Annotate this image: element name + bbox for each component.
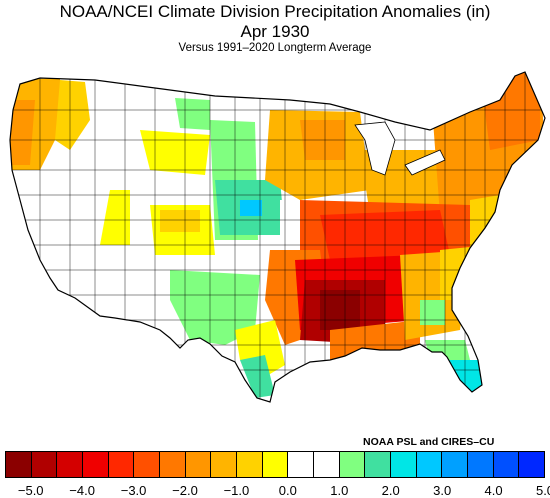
- montana-green-region: [175, 98, 210, 130]
- lake-erie-water: [404, 149, 446, 176]
- division-boundaries: [10, 72, 545, 402]
- legend-tick-label: −1.0: [223, 483, 250, 498]
- legend-swatch: [237, 452, 263, 477]
- legend-tick-label: 1.0: [330, 483, 349, 498]
- west-texas-green-region: [170, 270, 260, 345]
- legend-tick-label: −5.0: [17, 483, 44, 498]
- legend-swatch: [314, 452, 340, 477]
- us-climate-division-map: [9, 71, 546, 403]
- colorado-orange-region: [160, 210, 200, 232]
- great-lakes-water: [354, 121, 396, 176]
- northern-rockies-region: [55, 80, 90, 150]
- nebraska-cyan-cell: [240, 200, 262, 216]
- legend-swatch: [288, 452, 315, 477]
- iowa-white-region: [280, 200, 300, 235]
- credit-label: NOAA PSL and CIRES–CU: [363, 436, 495, 448]
- legend-tick-label: 3.0: [433, 483, 452, 498]
- legend-swatch: [83, 452, 109, 477]
- anomaly-fill-layer: [10, 72, 545, 402]
- legend-tick-label: −2.0: [172, 483, 198, 498]
- legend-swatch: [6, 452, 32, 477]
- legend-swatch: [416, 452, 443, 477]
- legend-tick-label: −3.0: [120, 483, 147, 498]
- legend-swatch: [211, 452, 238, 477]
- legend-swatch: [339, 452, 366, 477]
- legend-swatch: [185, 452, 212, 477]
- legend-swatch: [468, 452, 494, 477]
- legend-swatch: [365, 452, 392, 477]
- legend-swatch: [134, 452, 161, 477]
- map-reference-period: Versus 1991–2020 Longterm Average: [178, 42, 372, 54]
- wyoming-yellow-region: [140, 130, 210, 175]
- legend-tick-label: 5.0: [535, 483, 550, 498]
- legend-tick-label: 4.0: [484, 483, 503, 498]
- legend-tick-label: 2.0: [381, 483, 400, 498]
- map-title: NOAA/NCEI Climate Division Precipitation…: [59, 2, 491, 21]
- legend-tick-label: 0.0: [278, 483, 297, 498]
- legend-swatch: [391, 452, 417, 477]
- legend-swatch: [262, 452, 289, 477]
- georgia-green-cell: [420, 300, 445, 325]
- south-texas-teal: [240, 355, 275, 398]
- legend-swatch: [493, 452, 520, 477]
- legend-swatch: [519, 452, 545, 477]
- legend-swatch: [57, 452, 84, 477]
- color-legend: [5, 451, 545, 478]
- legend-tick-label: −4.0: [69, 483, 95, 498]
- map-subtitle-date: Apr 1930: [240, 22, 310, 41]
- legend-swatch: [160, 452, 186, 477]
- lower-mississippi-darkest-cell: [320, 290, 360, 330]
- legend-swatch: [442, 452, 469, 477]
- legend-swatch: [31, 452, 58, 477]
- pacific-northwest-coast-region: [10, 100, 35, 165]
- legend-swatch: [108, 452, 135, 477]
- great-basin-yellow-region: [100, 190, 130, 245]
